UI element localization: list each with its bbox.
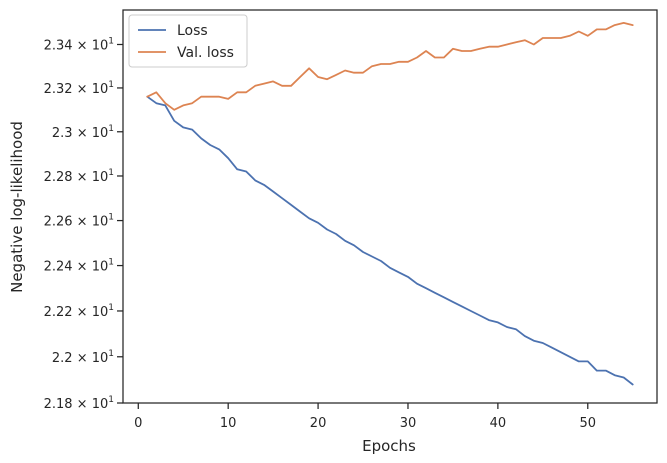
y-tick-label: 2.24 × 101: [44, 258, 114, 275]
legend-label-loss: Loss: [177, 23, 208, 39]
legend-box: [128, 14, 248, 68]
x-tick-layer: 0 10 20 30 40 50: [134, 403, 596, 431]
y-tick-label: 2.22 × 101: [44, 303, 114, 320]
y-tick-label: 2.32 × 101: [44, 80, 114, 97]
x-axis-label: Epochs: [362, 437, 416, 455]
plot-frame: [122, 9, 658, 404]
y-tick-label: 2.34 × 101: [44, 36, 114, 53]
y-axis-label: Negative log-likelihood: [8, 121, 26, 293]
y-tick-label: 2.28 × 101: [44, 168, 114, 185]
y-tick-label: 2.18 × 101: [44, 395, 114, 412]
x-tick-label: 50: [580, 416, 597, 431]
y-tick-label: 2.26 × 101: [44, 213, 114, 230]
series-layer: [146, 21, 634, 386]
y-tick-label: 2.2 × 101: [52, 349, 114, 366]
x-tick-label: 0: [134, 416, 142, 431]
y-tick-label: 2.3 × 101: [52, 124, 114, 141]
legend-label-val-loss: Val. loss: [177, 45, 234, 61]
x-tick-label: 10: [220, 416, 237, 431]
x-tick-label: 30: [400, 416, 417, 431]
series-line-0: [146, 95, 634, 386]
legend: Loss Val. loss: [128, 14, 248, 68]
x-tick-label: 20: [310, 416, 327, 431]
x-tick-label: 40: [490, 416, 507, 431]
y-tick-layer: 2.18 × 101 2.2 × 101 2.22 × 101 2.24 × 101 2…: [44, 36, 123, 412]
series-line-1: [146, 21, 634, 111]
